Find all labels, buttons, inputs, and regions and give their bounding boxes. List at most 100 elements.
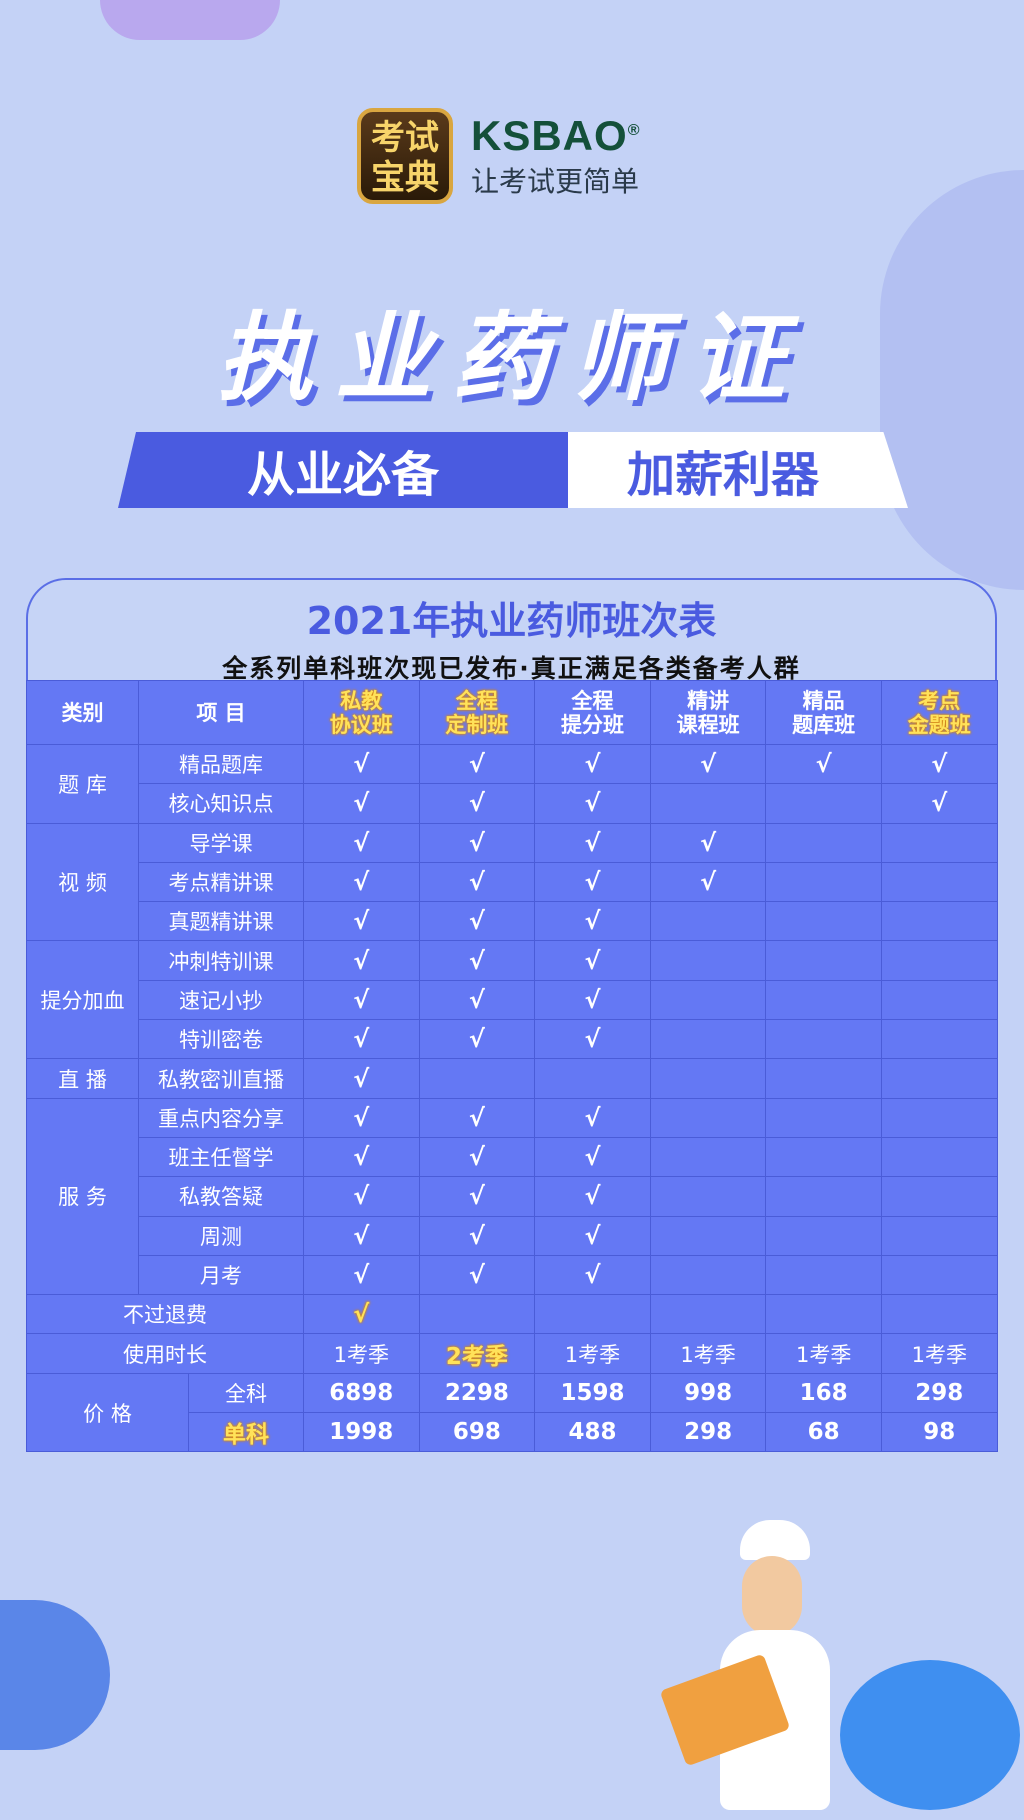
cell: √ <box>303 1097 420 1138</box>
check-icon: √ <box>468 946 485 975</box>
cell: √ <box>418 1136 536 1178</box>
table-header: 2021年执业药师班次表 全系列单科班次现已发布·真正满足各类备考人群 <box>26 578 997 683</box>
cell <box>880 940 998 981</box>
item-label: 私教密训直播 <box>158 1067 284 1092</box>
cell <box>880 1294 998 1335</box>
cell <box>765 1215 882 1256</box>
check-icon: √ <box>468 907 485 936</box>
check-icon: √ <box>353 1143 370 1172</box>
cell <box>649 1136 767 1178</box>
check-icon: √ <box>353 750 370 779</box>
cell: √ <box>303 940 420 981</box>
price-value: 68 <box>807 1419 840 1446</box>
plan-header: 精品 题库班 <box>765 680 882 745</box>
cell: √ <box>534 1019 651 1060</box>
plan-name: 全程 <box>571 688 614 713</box>
check-icon: √ <box>468 1143 485 1172</box>
plan-header: 全程 提分班 <box>534 680 651 745</box>
category-label: 直 播 <box>58 1067 107 1092</box>
item-label: 周测 <box>200 1224 242 1249</box>
cell <box>418 1294 536 1335</box>
check-icon: √ <box>353 1300 370 1329</box>
decor-blob <box>880 170 1024 590</box>
plan-name: 协议班 <box>329 712 393 737</box>
duration-value: 1考季 <box>333 1342 389 1367</box>
cell: √ <box>303 1019 420 1060</box>
plan-name: 精品 <box>802 688 845 713</box>
check-icon: √ <box>584 1182 601 1211</box>
check-icon: √ <box>353 1261 370 1289</box>
table-row: 真题精讲课 √ √ √ <box>27 901 998 942</box>
table-row: 直 播 私教密训直播 √ <box>26 1058 998 1099</box>
duration-label: 使用时长 <box>123 1342 207 1367</box>
price-value: 2298 <box>444 1379 509 1406</box>
price-label: 价 格 <box>83 1401 132 1426</box>
check-icon: √ <box>584 985 601 1014</box>
price-full-row: 价 格全科 6898 2298 1598 998 168 298 <box>26 1372 998 1453</box>
cell <box>534 1058 651 1099</box>
cell <box>880 1019 998 1060</box>
item-label: 特训密卷 <box>179 1028 263 1053</box>
cell <box>649 1254 767 1296</box>
check-icon: √ <box>584 1221 601 1250</box>
nurse-illustration <box>659 1520 840 1810</box>
single-label: 单科 <box>223 1422 269 1449</box>
plan-name: 金题班 <box>907 712 971 737</box>
cell <box>765 1176 882 1217</box>
table-row: 提分加血 冲刺特训课 √ √ √ <box>26 940 998 1060</box>
cell: √ <box>765 743 882 785</box>
item-label: 速记小抄 <box>179 988 263 1013</box>
cell: √ <box>303 783 420 824</box>
plan-header: 精讲 课程班 <box>649 680 767 745</box>
check-icon: √ <box>931 789 948 818</box>
cell: √ <box>534 940 651 981</box>
cell <box>880 1136 998 1178</box>
check-icon: √ <box>700 868 717 897</box>
page-title: 执业药师证 <box>217 302 807 414</box>
price-value: 98 <box>923 1419 956 1446</box>
table-row: 月考 √ √ √ <box>27 1254 998 1296</box>
cell <box>649 1058 767 1099</box>
cell <box>649 783 767 824</box>
table-title: 2021年执业药师班次表 <box>306 599 717 643</box>
check-icon: √ <box>468 1025 485 1054</box>
check-icon: √ <box>353 1221 370 1250</box>
check-icon: √ <box>353 1064 370 1093</box>
registered-mark: ® <box>627 122 641 139</box>
cell: √ <box>534 783 651 824</box>
plan-name: 私教 <box>340 688 383 713</box>
check-icon: √ <box>353 1025 370 1054</box>
cell <box>418 1058 536 1099</box>
category-label: 视 频 <box>58 871 107 896</box>
cell <box>649 1097 767 1138</box>
price-value: 6898 <box>329 1379 394 1406</box>
cell: √ <box>418 940 536 981</box>
price-value: 1998 <box>329 1419 394 1446</box>
cell <box>880 979 998 1021</box>
check-icon: √ <box>353 868 370 897</box>
plan-header: 考点 金题班 <box>880 680 998 745</box>
logo: 考试 宝典 KSBAO® 让考试更简单 <box>357 108 640 204</box>
item-label: 班主任督学 <box>168 1146 274 1171</box>
cell <box>765 1058 882 1099</box>
cell <box>765 901 882 942</box>
class-table: 类别项 目私教 协议班 全程 定制班 全程 提分班 精讲 课程班 精品 题库班 考点 金题班题 库精品… <box>26 680 998 1453</box>
cell: √ <box>303 1254 420 1296</box>
price-value: 168 <box>799 1379 848 1406</box>
cell <box>534 1294 651 1335</box>
cell: √ <box>418 743 536 785</box>
check-icon: √ <box>584 907 601 936</box>
cell <box>880 1215 998 1256</box>
cell <box>649 1215 767 1256</box>
duration-value: 1考季 <box>564 1342 621 1367</box>
table-subtitle: 全系列单科班次现已发布·真正满足各类备考人群 <box>222 654 801 683</box>
cell: √ <box>534 1215 651 1256</box>
plan-name: 课程班 <box>676 712 740 737</box>
refund-row: 不过退费 √ <box>26 1294 998 1335</box>
check-icon: √ <box>468 985 485 1014</box>
cell: √ <box>303 1136 420 1178</box>
cell: √ <box>303 1294 420 1335</box>
brand-name: KSBAO <box>471 112 628 159</box>
price-value: 998 <box>684 1379 733 1406</box>
cell <box>765 861 882 903</box>
